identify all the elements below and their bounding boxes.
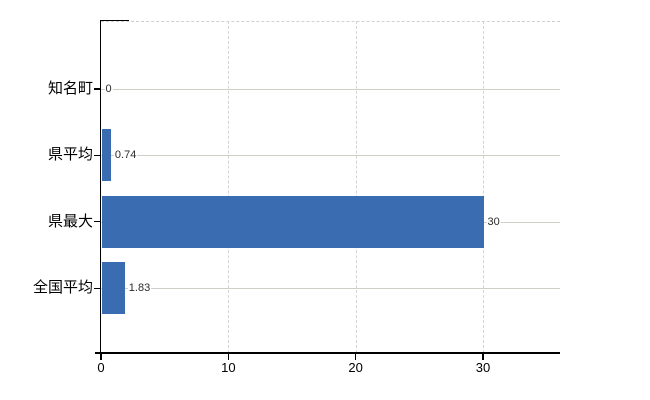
row-gridline	[101, 288, 560, 290]
category-label: 県最大	[47, 212, 93, 230]
x-tick-label: 0	[97, 360, 105, 375]
category-label: 知名町	[47, 79, 93, 97]
x-axis-tick	[100, 353, 102, 360]
x-tick-label: 10	[221, 360, 236, 375]
value-label: 0.74	[113, 148, 138, 163]
plot-top-border	[101, 21, 560, 22]
axis-cap	[101, 19, 129, 22]
bar	[102, 129, 112, 182]
category-label: 全国平均	[32, 279, 93, 297]
bar	[102, 262, 126, 315]
y-axis-tick	[94, 287, 101, 289]
y-axis-tick	[94, 154, 101, 156]
row-gridline	[101, 155, 560, 157]
x-tick-label: 20	[348, 360, 363, 375]
x-axis-tick	[227, 353, 230, 360]
value-label: 30	[486, 214, 501, 229]
y-axis-tick	[94, 221, 101, 223]
x-axis-tick	[482, 353, 484, 360]
category-label: 県平均	[47, 146, 93, 164]
row-gridline	[101, 88, 560, 90]
vertical-gridline	[483, 21, 484, 353]
y-axis-line	[99, 19, 102, 355]
x-tick-label: 30	[475, 360, 491, 375]
x-axis-tick	[355, 353, 357, 360]
value-label: 1.83	[127, 281, 152, 296]
y-axis-tick	[94, 88, 101, 90]
vertical-gridline	[355, 21, 357, 353]
value-label: 0	[104, 81, 113, 96]
bar	[102, 195, 484, 248]
x-axis-line	[95, 352, 560, 354]
vertical-gridline	[228, 21, 230, 353]
